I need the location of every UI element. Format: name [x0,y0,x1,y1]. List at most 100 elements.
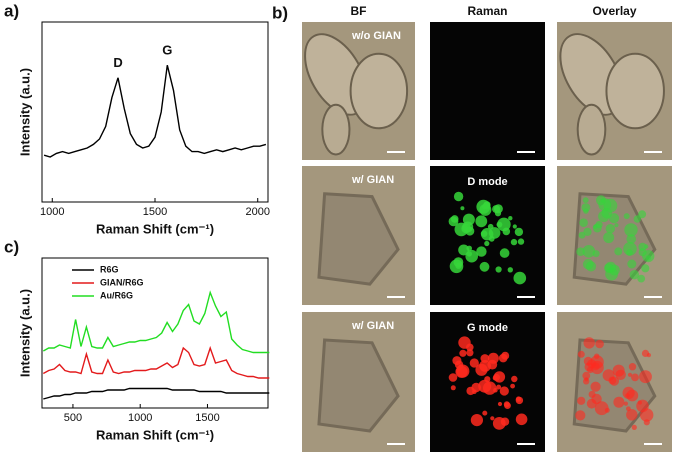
raman-signal [497,401,503,407]
x-tick-label: 1000 [40,206,64,218]
raman-signal [452,356,462,366]
raman-signal [644,244,649,249]
raman-signal [493,371,506,383]
raman-signal [499,248,510,258]
raman-signal [448,216,459,227]
raman-signal [587,359,596,368]
x-tick-label: 500 [64,412,82,424]
raman-signal [641,349,650,357]
cell [576,103,607,156]
raman-signal [503,401,510,408]
raman-signal [612,364,625,377]
raman-signal [492,417,506,430]
raman-signal [476,246,487,257]
raman-signal [455,262,462,269]
raman-signal [623,213,630,220]
raman-signal [645,255,652,261]
raman-signal [626,409,638,421]
cell [317,338,400,433]
raman-signal [628,363,637,371]
raman-signal [484,240,490,247]
panel-label: b) [272,3,288,22]
x-tick-label: 1000 [128,412,152,424]
mode-label: G mode [467,322,508,334]
cell [321,103,351,156]
y-axis-label: Intensity (a.u.) [17,289,32,377]
raman-signal [582,245,596,258]
raman-signal [515,396,522,402]
raman-signal [598,210,610,222]
x-axis-label: Raman Shift (cm⁻¹) [96,221,214,236]
x-axis-label: Raman Shift (cm⁻¹) [96,427,214,442]
raman-signal [510,383,515,389]
cell [605,52,665,130]
raman-signal [475,215,488,228]
raman-signal [629,270,639,280]
raman-signal [588,390,596,398]
raman-signal [600,198,606,203]
raman-signal [508,216,513,221]
legend-label: R6G [100,264,119,274]
raman-signal [466,349,474,357]
raman-signal [590,381,601,392]
raman-signal [625,393,630,398]
raman-signal [637,274,646,283]
x-tick-label: 1500 [195,412,219,424]
raman-signal [577,396,586,405]
y-axis-label: Intensity (a.u.) [17,68,32,156]
image-tile [430,22,545,160]
raman-signal [608,376,617,385]
peak-label: G [162,43,172,58]
raman-signal [484,376,491,383]
raman-signal [583,208,589,214]
raman-signal [501,351,510,360]
raman-signal [627,372,633,377]
raman-signal [517,238,525,245]
raman-signal [492,205,501,214]
raman-signal [577,350,585,358]
raman-signal [631,424,637,430]
raman-signal [614,247,623,256]
column-header: Raman [467,4,507,18]
legend-label: Au/R6G [100,290,133,300]
raman-signal [515,413,528,426]
raman-signal [603,232,615,244]
raman-signal [614,223,619,228]
raman-signal [594,401,609,416]
raman-signal [499,386,509,396]
raman-signal [495,266,502,273]
raman-signal [479,261,490,272]
raman-signal [579,218,588,227]
raman-signal [641,264,650,273]
raman-signal [450,385,456,391]
spectrum-line [43,65,267,158]
raman-signal [578,231,586,239]
raman-signal [638,248,647,257]
raman-signal [626,234,636,244]
raman-signal [496,384,502,390]
x-tick-label: 1500 [143,206,167,218]
raman-signal [613,396,625,408]
raman-signal [460,206,465,211]
raman-signal [507,267,513,273]
raman-signal [453,191,464,202]
raman-signal [479,360,491,372]
x-tick-label: 2000 [245,206,269,218]
raman-signal [511,375,518,383]
raman-signal [623,401,629,406]
raman-signal [510,238,518,246]
raman-signal [583,337,595,349]
mode-label: D mode [467,176,507,188]
row-label: w/o GIAN [351,30,401,42]
panel-label: a) [4,1,19,20]
row-label: w/ GIAN [351,174,394,186]
raman-signal [462,213,475,226]
raman-signal [482,410,488,416]
raman-signal [514,227,524,237]
raman-signal [594,353,600,359]
raman-signal [458,244,470,256]
raman-signal [448,373,458,382]
raman-signal [631,373,639,382]
spectrum-line [43,387,270,400]
